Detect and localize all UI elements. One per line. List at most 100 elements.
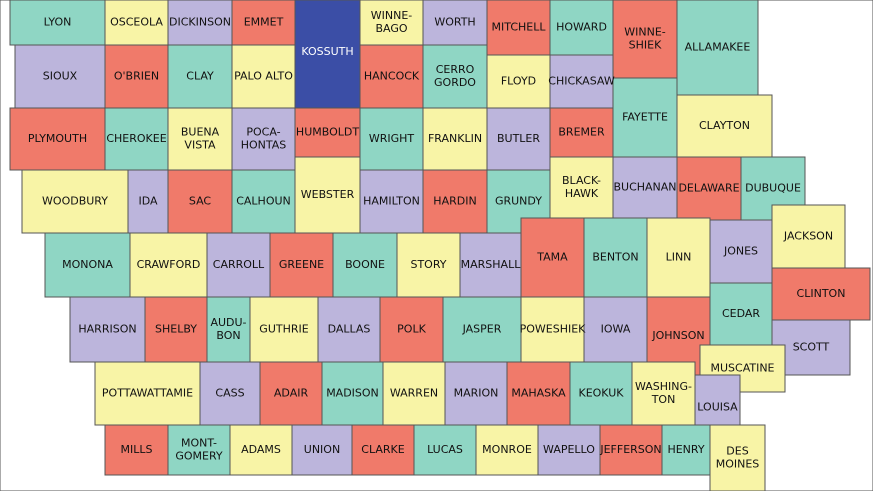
county [21,169,129,234]
county [359,107,424,171]
county [332,232,398,298]
county-label: MOINES [716,458,760,471]
county-label: WASHING- [635,380,692,393]
county [359,169,424,234]
county [459,232,522,298]
county-label: BLACK- [562,174,601,187]
county [294,156,361,234]
county [9,107,106,171]
county [506,361,571,426]
county [549,54,614,109]
county-label: IOWA [601,323,631,336]
county [317,296,381,363]
county [583,217,648,298]
county-label: CLAYTON [699,119,750,132]
county [413,424,477,476]
county [537,424,601,476]
county-label: UNION [304,443,340,456]
county-label: BON [216,329,240,342]
county-label: LYON [44,16,72,29]
county-label: DICKINSON [169,16,231,29]
county-label: PLYMOUTH [28,132,87,145]
county [569,361,633,426]
county-label: WINNE- [624,26,666,39]
county-label: DES [726,445,748,458]
county-label: WRIGHT [369,132,415,145]
county [676,156,742,221]
county [231,0,296,46]
county-label: MAHASKA [511,387,566,400]
county-label: PALO ALTO [234,70,293,83]
county-label: MARION [454,387,499,400]
county-label: CHEROKEE [106,132,166,145]
county [771,204,846,269]
county-label: CEDAR [722,307,760,320]
county [422,44,488,109]
county [144,296,208,363]
county [167,424,231,476]
county [199,361,261,426]
county-label: FAYETTE [622,111,668,124]
county-label: JOHNSON [651,329,704,342]
county-label: LUCAS [427,443,463,456]
county-label: HOWARD [556,21,607,34]
county-label: TAMA [536,251,568,264]
county-label: JACKSON [783,230,833,243]
county [612,156,678,219]
county-label: WAPELLO [543,443,595,456]
county [382,361,446,426]
county-label: GRUNDY [495,195,542,208]
county [549,107,614,158]
county-label: GREENE [279,258,324,271]
county-label: CLINTON [797,287,846,300]
county-label: BUTLER [497,132,540,145]
county [351,424,415,476]
county [709,219,773,284]
county-label: OSCEOLA [110,16,163,29]
county-label: VISTA [184,139,216,152]
county-label: CERRO [436,63,475,76]
county-label: DALLAS [328,323,371,336]
county [486,0,551,56]
county-label: CARROLL [213,258,265,271]
county-label: POTTAWATTAMIE [102,387,193,400]
county-label: CLARKE [361,443,404,456]
county [661,424,711,476]
county-label: BREMER [558,126,605,139]
county-label: DUBUQUE [745,182,801,195]
county [709,424,766,491]
county-label: ADAMS [241,443,281,456]
county [69,296,146,363]
county-label: MONONA [62,258,113,271]
county [444,361,508,426]
county [167,0,233,46]
county [520,217,585,298]
county [612,0,678,79]
county [269,232,334,298]
county-label: HANCOCK [364,70,420,83]
county-label: POWESHIEK [520,323,587,336]
county-label: STORY [410,258,446,271]
county-label: WINNE- [371,9,413,22]
county-label: O'BRIEN [114,70,159,83]
county-label: MARSHALL [461,258,522,271]
county-label: AUDU- [210,316,246,329]
county [442,296,522,363]
county [9,0,106,46]
county [631,361,696,426]
county [486,107,551,171]
county [612,77,678,158]
county [396,232,461,298]
county-label: BUCHANAN [613,181,676,194]
county [229,424,293,476]
county-label: JASPER [462,323,502,336]
county-label: LOUISA [697,401,738,414]
county-label: SCOTT [793,341,830,354]
county-label: IDA [138,195,158,208]
county-label: HAMILTON [363,195,420,208]
county-label: KEOKUK [578,387,624,400]
county [206,296,251,363]
county [599,424,663,476]
county-label: MUSCATINE [710,362,774,375]
